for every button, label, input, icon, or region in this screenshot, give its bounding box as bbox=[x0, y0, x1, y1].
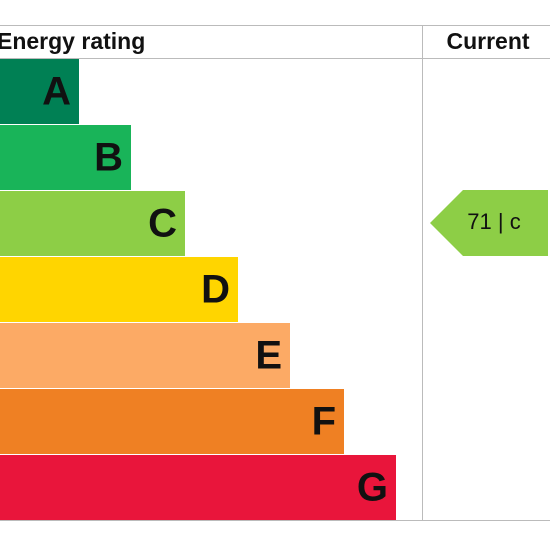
rating-header: Energy rating bbox=[0, 28, 145, 54]
current-header: Current bbox=[446, 28, 529, 54]
band-letter: G bbox=[357, 466, 388, 510]
band-letter: A bbox=[42, 70, 71, 114]
band-letter: E bbox=[255, 334, 282, 378]
band-letter: F bbox=[312, 400, 336, 444]
band-bar bbox=[0, 257, 238, 322]
band-bar bbox=[0, 191, 185, 256]
band-letter: B bbox=[94, 136, 123, 180]
band-bar bbox=[0, 125, 131, 190]
band-letter: C bbox=[148, 202, 177, 246]
band-letter: D bbox=[201, 268, 230, 312]
band-bar bbox=[0, 455, 396, 520]
band-bar bbox=[0, 59, 79, 124]
current-rating-arrow bbox=[430, 190, 548, 256]
current-rating-label: 71 | c bbox=[467, 209, 520, 234]
band-bar bbox=[0, 389, 344, 454]
band-bar bbox=[0, 323, 290, 388]
